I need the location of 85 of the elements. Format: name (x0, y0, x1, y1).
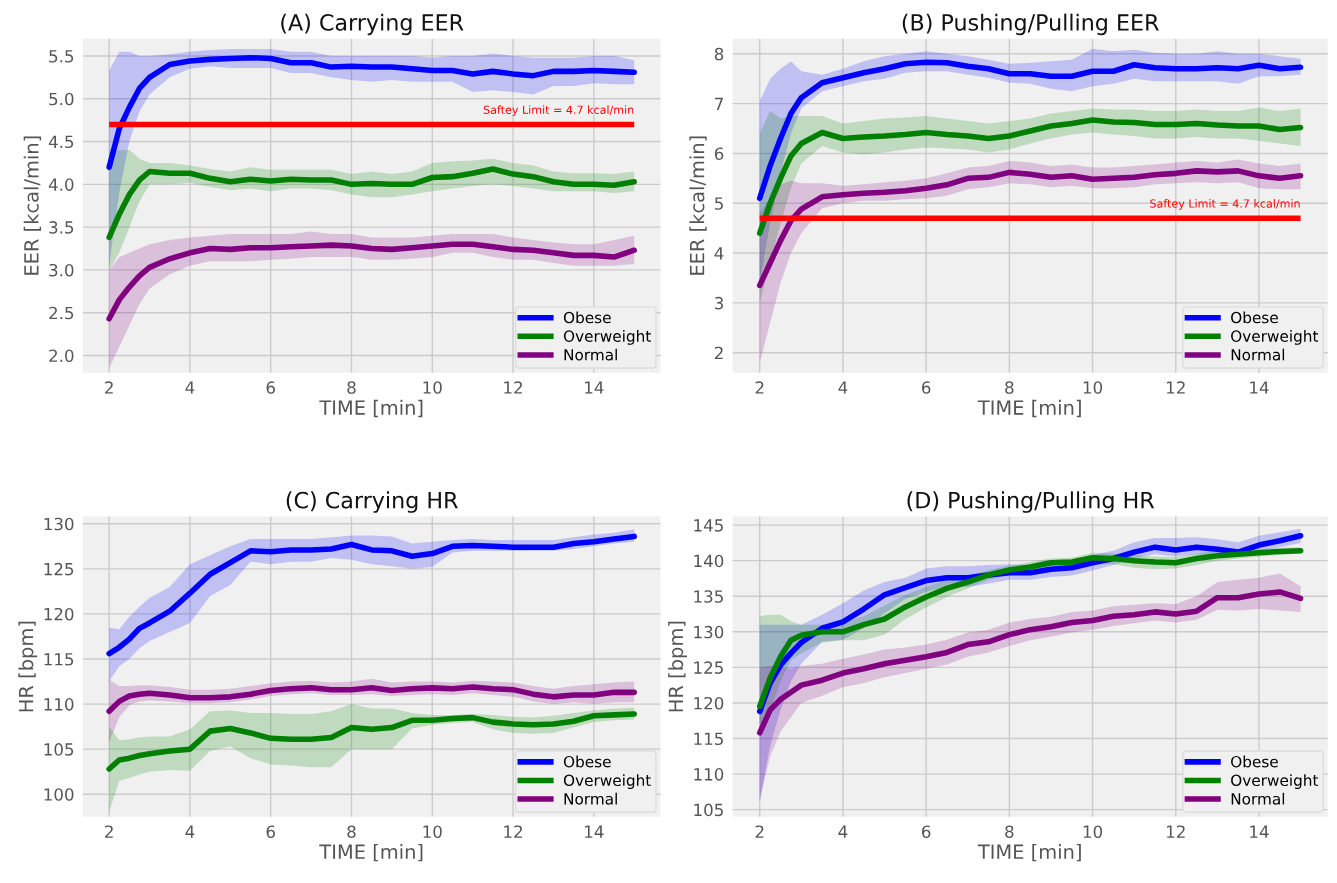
y-tick-label: 2.0 (49, 349, 74, 363)
y-tick-label: 130 (44, 517, 74, 531)
y-tick-label: 4.5 (48, 135, 74, 149)
x-tick-label: 14 (1250, 825, 1269, 838)
y-tick-label: 6 (714, 147, 724, 160)
y-axis-title: HR [bpm] (18, 621, 38, 712)
y-tick-label: 100 (44, 788, 74, 801)
x-tick-label: 12 (1167, 825, 1185, 838)
x-tick-label: 10 (423, 825, 442, 839)
chart-title: (A) Carrying EER (281, 13, 464, 36)
y-tick-label: 3.0 (49, 263, 74, 277)
ref-line-label: Saftey Limit = 4.7 kcal/min (483, 105, 634, 117)
x-axis-title: TIME [min] (977, 399, 1081, 418)
x-tick-label: 8 (1005, 825, 1014, 839)
legend-label: Obese (563, 755, 611, 768)
y-tick-label: 135 (694, 590, 723, 603)
y-tick-label: 105 (694, 803, 723, 817)
y-tick-label: 110 (694, 768, 724, 781)
legend-label: Overweight (1231, 330, 1319, 345)
chart-title: (C) Carrying HR (286, 491, 458, 513)
x-axis-title: TIME [min] (319, 399, 423, 418)
x-tick-label: 10 (1083, 825, 1103, 839)
legend-label: Obese (1231, 311, 1278, 324)
x-tick-label: 4 (185, 381, 195, 394)
x-tick-label: 6 (266, 825, 275, 839)
x-tick-label: 4 (838, 381, 848, 394)
y-tick-label: 3.5 (49, 221, 74, 234)
y-tick-label: 140 (694, 554, 724, 568)
y-tick-label: 3 (715, 296, 724, 310)
y-tick-label: 145 (694, 519, 723, 532)
x-tick-label: 8 (1005, 381, 1014, 394)
x-tick-label: 6 (266, 381, 275, 394)
legend-label: Normal (564, 348, 617, 361)
legend-label: Overweight (563, 330, 651, 345)
y-tick-label: 125 (44, 562, 74, 576)
chart-title: (D) Pushing/Pulling HR (907, 491, 1155, 513)
x-tick-label: 2 (755, 825, 764, 838)
x-tick-label: 12 (504, 381, 522, 394)
legend-label: Overweight (563, 774, 651, 789)
x-tick-label: 6 (922, 381, 931, 394)
x-tick-label: 12 (1167, 381, 1185, 394)
legend-label: Normal (564, 792, 617, 805)
x-tick-label: 6 (922, 825, 931, 839)
y-axis-title: EER [kcal/min] (689, 136, 707, 275)
y-tick-label: 5.0 (49, 92, 74, 106)
y-tick-label: 8 (714, 47, 724, 61)
legend-label: Obese (1231, 755, 1278, 768)
x-tick-label: 2 (105, 825, 113, 838)
x-tick-label: 10 (423, 381, 442, 394)
x-tick-label: 14 (1250, 381, 1269, 394)
ref-line-label: Saftey Limit = 4.7 kcal/min (1150, 199, 1300, 210)
chart-title: (B) Pushing/Pulling EER (902, 13, 1159, 36)
y-tick-label: 5 (715, 197, 723, 210)
y-tick-label: 2.5 (49, 306, 74, 320)
y-tick-label: 130 (694, 625, 724, 639)
x-axis-title: TIME [min] (977, 844, 1081, 862)
legend-label: Normal (1231, 792, 1285, 805)
y-tick-label: 5.5 (49, 50, 74, 63)
y-tick-label: 115 (44, 653, 74, 666)
x-tick-label: 2 (755, 381, 764, 394)
y-tick-label: 7 (715, 97, 723, 110)
y-tick-label: 2 (714, 346, 723, 360)
x-tick-label: 4 (838, 825, 848, 838)
y-tick-label: 4 (714, 247, 724, 260)
x-axis-title: TIME [min] (319, 844, 423, 862)
legend-label: Obese (563, 311, 611, 324)
y-axis-title: HR [bpm] (668, 621, 687, 712)
x-tick-label: 14 (585, 825, 604, 838)
x-tick-label: 4 (185, 825, 195, 838)
x-tick-label: 8 (347, 381, 356, 394)
x-tick-label: 10 (1083, 381, 1103, 394)
y-tick-label: 125 (694, 661, 723, 674)
y-axis-title: EER [kcal/min] (23, 136, 42, 275)
x-tick-label: 14 (585, 381, 604, 394)
x-tick-label: 8 (347, 825, 356, 839)
y-tick-label: 120 (694, 696, 724, 710)
legend-label: Overweight (1231, 774, 1319, 789)
y-tick-label: 120 (44, 607, 74, 621)
x-tick-label: 12 (504, 825, 522, 838)
y-tick-label: 4.0 (48, 178, 74, 191)
legend-label: Normal (1231, 348, 1285, 361)
y-tick-label: 105 (44, 743, 74, 756)
y-tick-label: 115 (694, 732, 723, 746)
y-tick-label: 110 (44, 698, 74, 711)
x-tick-label: 2 (105, 381, 113, 394)
